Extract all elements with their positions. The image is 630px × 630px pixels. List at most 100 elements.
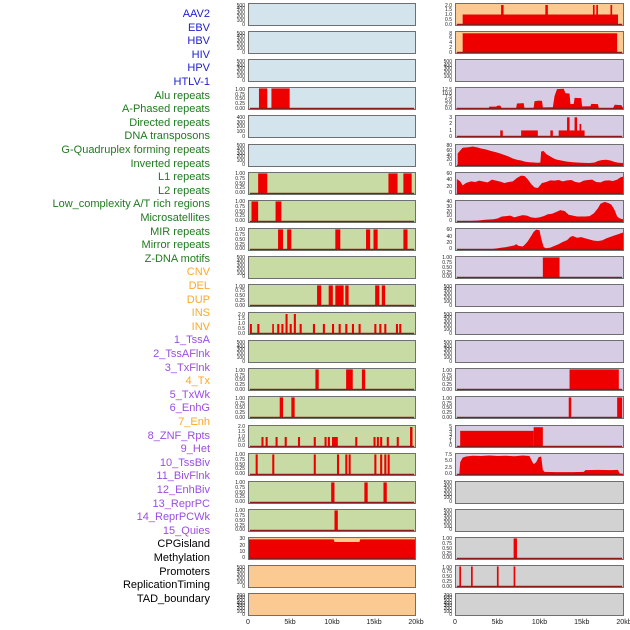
track-row-2-left-panel-data bbox=[249, 32, 415, 53]
track-row-11-right-panel bbox=[455, 284, 624, 307]
track-row-1-left-panel-ytick: 400 bbox=[236, 6, 245, 13]
track-row-22-left-panel-ytick: 300 bbox=[236, 603, 245, 610]
row-label-g-quadruplex-forming-repeats: G-Quadruplex forming repeats bbox=[61, 144, 210, 156]
track-row-13-right-panel bbox=[455, 340, 624, 364]
track-row-18-right-panel-ytick: 0 bbox=[449, 499, 452, 506]
track-row-19-left-panel bbox=[248, 508, 416, 532]
track-row-21-left-panel-ytick: 500 bbox=[236, 564, 245, 571]
track-row-15-left-panel-ytick: 0.25 bbox=[235, 410, 245, 417]
row-label-l1-repeats: L1 repeats bbox=[158, 171, 210, 184]
track-row-9-left-panel bbox=[248, 227, 416, 251]
track-row-1-left-panel bbox=[248, 3, 416, 26]
track-row-18-left-panel-ytick: 0.75 bbox=[235, 484, 245, 491]
track-row-8-left-panel-data bbox=[249, 201, 415, 222]
track-row-20-right-panel bbox=[455, 536, 624, 560]
track-row-19-right-panel-ytick: 100 bbox=[443, 523, 452, 530]
track-row-11-left-panel-ytick: 0.75 bbox=[235, 288, 245, 295]
track-row-10-left-panel bbox=[248, 255, 416, 279]
track-row-22-left-panel-ytick: 700 bbox=[236, 592, 245, 599]
track-row-22-left-panel-ytick: 100 bbox=[236, 608, 245, 615]
track-row-18-left-panel-ytick: 0.50 bbox=[235, 489, 245, 496]
track-row-5-left-panel-ytick: 100 bbox=[236, 129, 245, 136]
track-row-16-right-panel-ytick: 0 bbox=[449, 443, 452, 449]
track-row-12-right-panel bbox=[455, 312, 624, 336]
track-row-4-right-panel-data bbox=[456, 89, 623, 110]
track-row-1-left-panel-data bbox=[249, 4, 415, 25]
track-row-7-right-panel bbox=[455, 171, 624, 195]
track-row-3-left-panel-ytick: 500 bbox=[236, 58, 245, 65]
track-row-22-left-panel-ytick: 500 bbox=[236, 598, 245, 605]
track-row-13-left-panel-ytick: 0 bbox=[242, 358, 245, 365]
track-row-1-left-panel-ytick: 0 bbox=[242, 21, 245, 28]
track-row-8-right-panel-ytick: 20 bbox=[446, 208, 452, 215]
track-row-10-left-panel-ytick: 300 bbox=[236, 263, 245, 269]
track-row-7-left-panel-ytick: 1.00 bbox=[235, 171, 245, 178]
row-label-9-het: 9_Het bbox=[180, 443, 210, 456]
row-label-directed-repeats: Directed repeats bbox=[129, 116, 210, 129]
track-row-20-right-panel-data bbox=[456, 538, 623, 559]
track-row-3-right-panel-ytick: 400 bbox=[443, 62, 452, 69]
track-row-21-right-panel-ytick: 0.25 bbox=[442, 578, 452, 585]
row-label-5-txwk: 5_TxWk bbox=[169, 388, 210, 401]
track-row-13-right-panel-ytick: 0 bbox=[449, 358, 452, 365]
track-row-18-left-panel-ytick: 0.25 bbox=[235, 494, 245, 501]
row-label-8-znf-rpts: 8_ZNF_Rpts bbox=[147, 429, 210, 442]
track-row-4-left-panel-data bbox=[249, 88, 415, 110]
track-row-17-left-panel-ytick: 0.75 bbox=[235, 456, 245, 463]
track-row-10-left-panel-ytick: 100 bbox=[236, 270, 245, 277]
track-row-22-left-panel-ytick: 400 bbox=[236, 600, 245, 607]
track-row-3-right-panel-data bbox=[456, 60, 623, 81]
track-row-13-left-panel-data bbox=[249, 341, 415, 362]
track-row-15-right-panel bbox=[455, 396, 624, 420]
track-row-11-right-panel-ytick: 0 bbox=[449, 302, 452, 309]
track-row-21-left-panel-ytick: 200 bbox=[236, 575, 245, 582]
track-row-19-right-panel-ytick: 400 bbox=[443, 512, 452, 519]
track-row-16-left-panel bbox=[248, 424, 416, 448]
track-row-13-right-panel-ytick: 100 bbox=[443, 354, 452, 361]
track-row-9-left-panel-ytick: 0.25 bbox=[235, 241, 245, 248]
track-row-14-left-panel-ytick: 0.50 bbox=[235, 377, 245, 384]
track-row-14-left-panel bbox=[248, 368, 416, 392]
track-row-3-right-panel-ytick: 0 bbox=[449, 77, 452, 84]
track-row-12-right-panel-ytick: 0 bbox=[449, 330, 452, 337]
row-label-microsatellites: Microsatellites bbox=[140, 212, 210, 224]
track-row-5-right-panel-ytick: 1 bbox=[449, 127, 452, 134]
track-row-14-right-panel bbox=[455, 368, 624, 392]
track-row-20-left-panel bbox=[248, 536, 416, 560]
track-row-13-left-panel bbox=[248, 340, 416, 364]
track-row-16-right-panel-ytick: 2 bbox=[449, 435, 452, 442]
row-label-tad-boundary: TAD_boundary bbox=[136, 592, 210, 605]
track-row-8-right-panel-ytick: 40 bbox=[446, 199, 452, 206]
row-label-a-phased-repeats: A-Phased repeats bbox=[121, 103, 210, 116]
track-row-22-right-panel-data bbox=[456, 594, 623, 615]
track-row-13-left-panel-ytick: 300 bbox=[236, 347, 245, 354]
track-row-19-right-panel bbox=[455, 508, 624, 532]
track-row-2-left-panel-ytick: 0 bbox=[242, 49, 245, 56]
track-row-16-right-panel-ytick: 5 bbox=[449, 424, 452, 430]
track-row-20-right-panel-ytick: 0.50 bbox=[442, 545, 452, 552]
track-row-12-left-panel-ytick: 0.0 bbox=[238, 330, 245, 337]
right-x-axis-tick-20kb: 20kb bbox=[616, 619, 630, 627]
track-row-15-left-panel-ytick: 1.00 bbox=[235, 395, 245, 402]
track-row-3-right-panel-ytick: 300 bbox=[443, 66, 452, 73]
track-row-16-right-panel-data bbox=[456, 426, 623, 447]
track-row-21-left-panel-ytick: 100 bbox=[236, 579, 245, 586]
track-row-6-right-panel-ytick: 60 bbox=[446, 147, 452, 154]
row-label-ins: INS bbox=[191, 307, 210, 320]
track-row-10-left-panel-ytick: 500 bbox=[236, 255, 245, 262]
track-row-12-right-panel-ytick: 200 bbox=[443, 323, 452, 329]
track-row-6-left-panel-data bbox=[249, 145, 415, 166]
track-row-14-right-panel-data bbox=[456, 369, 623, 391]
track-row-21-right-panel bbox=[455, 565, 624, 588]
row-label-7-enh: 7_Enh bbox=[178, 416, 210, 428]
track-row-20-left-panel-ytick: 30 bbox=[239, 536, 245, 543]
track-row-3-left-panel-ytick: 300 bbox=[236, 66, 245, 73]
track-row-14-left-panel-ytick: 1.00 bbox=[235, 367, 245, 374]
row-label-dup: DUP bbox=[186, 293, 210, 306]
track-row-2-right-panel-ytick: 8 bbox=[449, 30, 452, 37]
track-row-19-right-panel-ytick: 200 bbox=[443, 519, 452, 526]
track-row-8-left-panel-ytick: 1.00 bbox=[235, 199, 245, 206]
row-label-del: DEL bbox=[188, 280, 210, 292]
track-row-17-left-panel-ytick: 0.00 bbox=[235, 471, 245, 478]
